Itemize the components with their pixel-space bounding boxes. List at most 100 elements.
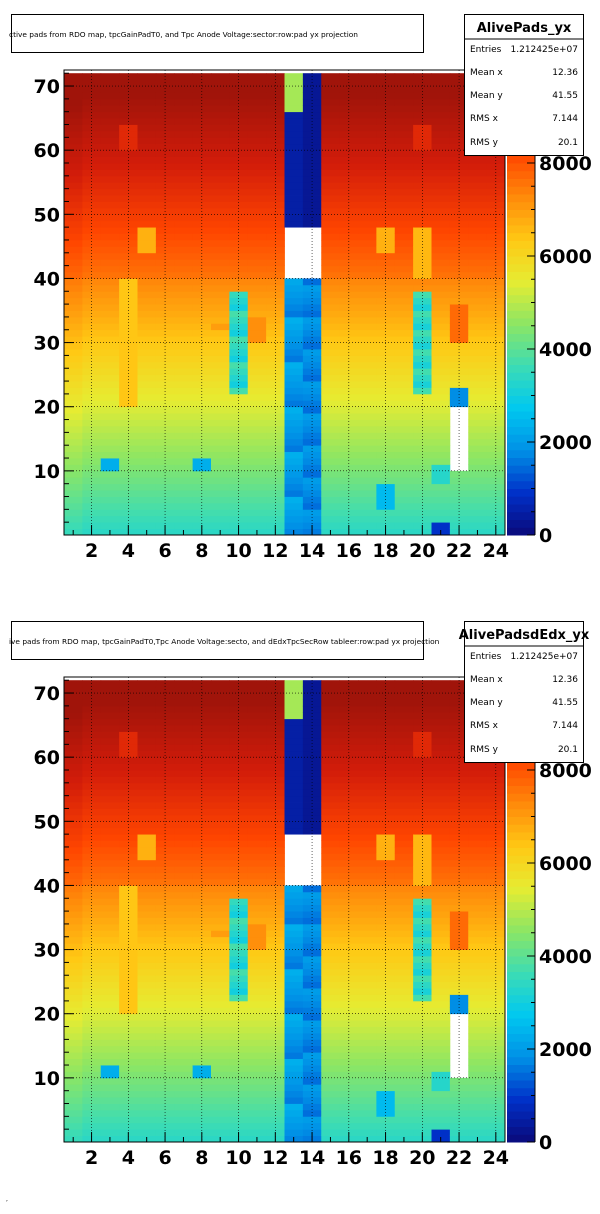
heatmap-cell xyxy=(339,419,359,427)
heatmap-cell xyxy=(358,712,377,720)
heatmap-cell xyxy=(119,432,138,440)
heatmap-cell xyxy=(137,92,157,100)
heatmap-cell xyxy=(302,891,322,899)
heatmap-cell xyxy=(413,1013,432,1021)
heatmap-cell xyxy=(468,329,488,337)
heatmap-cell xyxy=(137,458,157,465)
heatmap-cell xyxy=(211,923,230,931)
heatmap-cell xyxy=(431,169,451,177)
heatmap-cell xyxy=(64,265,83,273)
heatmap-cell xyxy=(266,782,285,790)
plot-frame xyxy=(63,676,506,1143)
heatmap-cell xyxy=(64,297,83,305)
heatmap-cell xyxy=(174,988,194,995)
heatmap-cell xyxy=(137,195,157,202)
heatmap-cell xyxy=(155,981,175,989)
heatmap-cell xyxy=(82,789,102,797)
heatmap-cell xyxy=(321,686,341,694)
heatmap-cell xyxy=(192,936,212,944)
heatmap-cell xyxy=(431,252,451,260)
heatmap-cell xyxy=(376,1071,396,1079)
heatmap-cell xyxy=(119,699,138,707)
palette-step xyxy=(507,839,535,848)
heatmap-cell xyxy=(486,220,506,228)
heatmap-cell xyxy=(229,105,249,113)
heatmap-cell xyxy=(468,1097,488,1104)
heatmap-cell xyxy=(468,1065,488,1072)
heatmap-cell xyxy=(247,981,267,989)
heatmap-cell xyxy=(211,737,230,745)
heatmap-cell xyxy=(468,776,488,784)
heatmap-cell xyxy=(64,898,83,906)
heatmap-cell xyxy=(413,175,432,183)
heatmap-cell xyxy=(431,827,451,835)
heatmap-cell xyxy=(137,994,157,1002)
heatmap-cell xyxy=(486,782,506,790)
heatmap-cell xyxy=(302,156,322,164)
heatmap-cell xyxy=(339,432,359,440)
heatmap-cell xyxy=(302,470,322,478)
heatmap-cell xyxy=(413,156,432,164)
heatmap-panel-1: 2 4 6 8 10 12 14 16 18 20 22 24 10 20 30 40 50 60 70 0 2000… xyxy=(0,0,600,600)
heatmap-cell xyxy=(266,477,285,485)
palette-step xyxy=(507,294,535,303)
heatmap-cell xyxy=(211,1020,230,1027)
heatmap-cell xyxy=(284,349,304,356)
heatmap-cell xyxy=(174,949,194,957)
heatmap-cell xyxy=(64,718,83,726)
heatmap-cell xyxy=(64,968,83,976)
heatmap-cell xyxy=(64,381,83,388)
heatmap-cell xyxy=(137,962,157,970)
heatmap-cell xyxy=(486,827,506,835)
heatmap-cell xyxy=(266,502,285,510)
palette-step xyxy=(507,465,535,474)
heatmap-cell xyxy=(229,425,249,433)
heatmap-cell xyxy=(174,795,194,803)
heatmap-cell xyxy=(321,246,341,254)
heatmap-cell xyxy=(137,355,157,363)
heatmap-cell xyxy=(155,693,175,700)
heatmap-cell xyxy=(137,86,157,93)
heatmap-cell xyxy=(431,1116,451,1124)
heatmap-cell xyxy=(486,195,506,202)
heatmap-cell xyxy=(413,419,432,427)
heatmap-cell xyxy=(82,943,102,950)
heatmap-cell xyxy=(413,425,432,433)
heatmap-cell xyxy=(82,143,102,151)
heatmap-cell xyxy=(358,911,377,918)
heatmap-cell xyxy=(284,105,304,113)
heatmap-cell xyxy=(211,304,230,311)
heatmap-cell xyxy=(394,968,414,976)
heatmap-cell xyxy=(284,490,304,497)
heatmap-cell xyxy=(174,693,194,700)
heatmap-cell xyxy=(174,1020,194,1027)
heatmap-cell xyxy=(119,284,138,292)
heatmap-cell xyxy=(358,336,377,343)
palette-tick-label: 0 xyxy=(539,1132,552,1154)
heatmap-cell xyxy=(468,821,488,829)
heatmap-cell xyxy=(302,387,322,395)
heatmap-cell xyxy=(339,143,359,151)
heatmap-cell xyxy=(339,923,359,931)
heatmap-cell xyxy=(302,795,322,803)
heatmap-cell xyxy=(100,304,120,311)
heatmap-cell xyxy=(486,284,506,292)
heatmap-cell xyxy=(211,782,230,790)
heatmap-cell xyxy=(284,201,304,209)
heatmap-cell xyxy=(100,1116,120,1124)
heatmap-cell xyxy=(431,750,451,758)
heatmap-cell xyxy=(100,795,120,803)
heatmap-cell xyxy=(449,509,469,517)
heatmap-cell xyxy=(449,284,469,292)
heatmap-cell xyxy=(468,1000,488,1008)
heatmap-cell xyxy=(100,259,120,267)
heatmap-cell xyxy=(137,451,157,459)
heatmap-cell xyxy=(82,92,102,100)
heatmap-cell xyxy=(100,239,120,247)
heatmap-cell xyxy=(394,930,414,938)
x-tick-label: 24 xyxy=(483,1147,509,1169)
heatmap-cell xyxy=(358,201,377,209)
heatmap-cell xyxy=(284,763,304,771)
heatmap-cell xyxy=(321,310,341,318)
heatmap-cell xyxy=(211,827,230,835)
